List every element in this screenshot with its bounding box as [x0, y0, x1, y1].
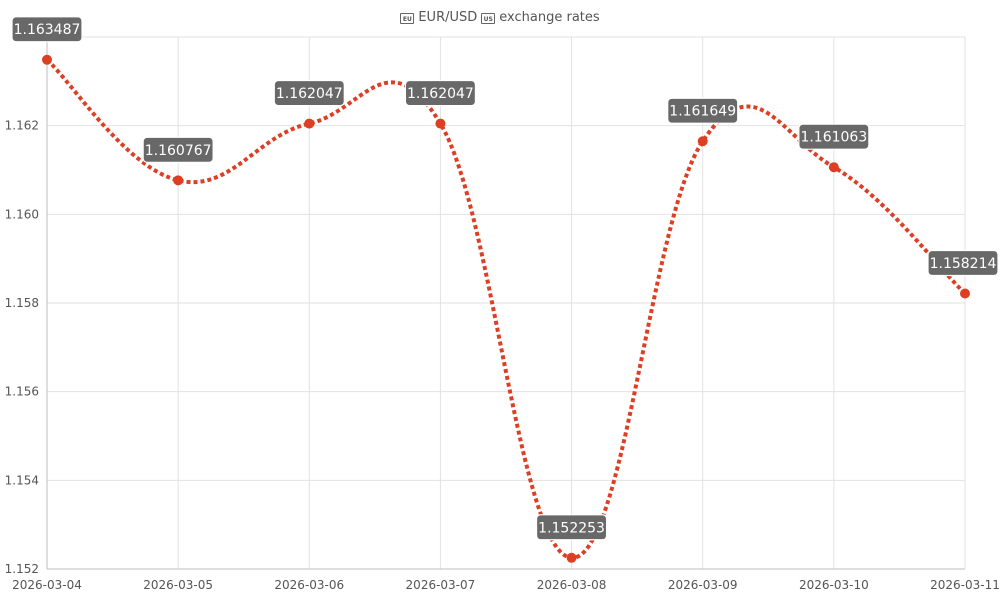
data-label-box [273, 79, 345, 107]
data-label-box [11, 16, 83, 43]
x-tick-label: 2026-03-04 [12, 578, 82, 592]
y-tick-label: 1.162 [5, 119, 39, 133]
data-label-text: 1.161063 [800, 130, 867, 146]
eu-flag-icon: EU [400, 12, 415, 24]
data-labels-layer: 1.163487 1.160767 1.162047 1.162047 1.152253… [11, 16, 999, 541]
data-label-text: 1.158214 [930, 256, 997, 272]
y-tick-label: 1.152 [5, 562, 39, 576]
chart-title-base: EUR/USD [418, 10, 478, 25]
data-point[interactable] [42, 54, 52, 65]
x-tick-label: 2026-03-05 [143, 578, 213, 592]
data-point[interactable] [960, 288, 970, 299]
series-line [45, 58, 967, 560]
data-label-text: 1.162047 [276, 86, 343, 102]
data-label-text: 1.152253 [538, 520, 605, 536]
data-point[interactable] [697, 136, 708, 147]
data-point[interactable] [435, 118, 446, 129]
x-tick-label: 2026-03-08 [537, 578, 607, 592]
data-label: 1.161063 [798, 123, 870, 150]
grid [46, 36, 966, 570]
y-tick-label: 1.156 [5, 385, 39, 399]
x-tick-label: 2026-03-06 [274, 578, 344, 592]
data-point[interactable] [566, 552, 577, 563]
data-label-box [404, 79, 477, 107]
data-label: 1.162047 [273, 79, 345, 107]
data-label-box [798, 123, 870, 150]
y-tick-label: 1.160 [5, 207, 39, 221]
data-label: 1.163487 [11, 16, 83, 43]
data-label: 1.160767 [142, 136, 214, 163]
data-point[interactable] [828, 162, 839, 173]
data-label: 1.152253 [535, 514, 608, 541]
data-label-text: 1.163487 [14, 22, 81, 38]
data-point[interactable] [304, 118, 315, 129]
x-tick-label: 2026-03-11 [930, 578, 1000, 592]
series-layer [45, 58, 967, 560]
chart-title: EU EUR/USD US exchange rates [0, 8, 1000, 28]
data-label-text: 1.160767 [145, 143, 212, 159]
x-tick-label: 2026-03-09 [668, 578, 738, 592]
data-label-text: 1.161649 [669, 104, 736, 120]
data-label-box [927, 249, 999, 277]
us-flag-icon: US [481, 12, 496, 24]
data-point[interactable] [173, 175, 184, 186]
data-label-box [142, 136, 214, 163]
data-label: 1.162047 [404, 79, 477, 107]
data-label: 1.161649 [667, 97, 739, 124]
chart-title-suffix: exchange rates [499, 10, 600, 25]
y-tick-label: 1.158 [5, 296, 39, 310]
data-label-box [535, 514, 608, 541]
y-tick-label: 1.154 [5, 473, 39, 487]
data-label: 1.158214 [927, 249, 999, 277]
axes: 1.152 1.154 1.156 1.158 1.160 1.162 2026-03-04… [5, 37, 1000, 592]
x-tick-label: 2026-03-10 [799, 578, 869, 592]
x-tick-label: 2026-03-07 [406, 578, 476, 592]
data-label-text: 1.162047 [407, 86, 474, 102]
data-label-box [667, 97, 739, 124]
points-layer [42, 54, 970, 563]
